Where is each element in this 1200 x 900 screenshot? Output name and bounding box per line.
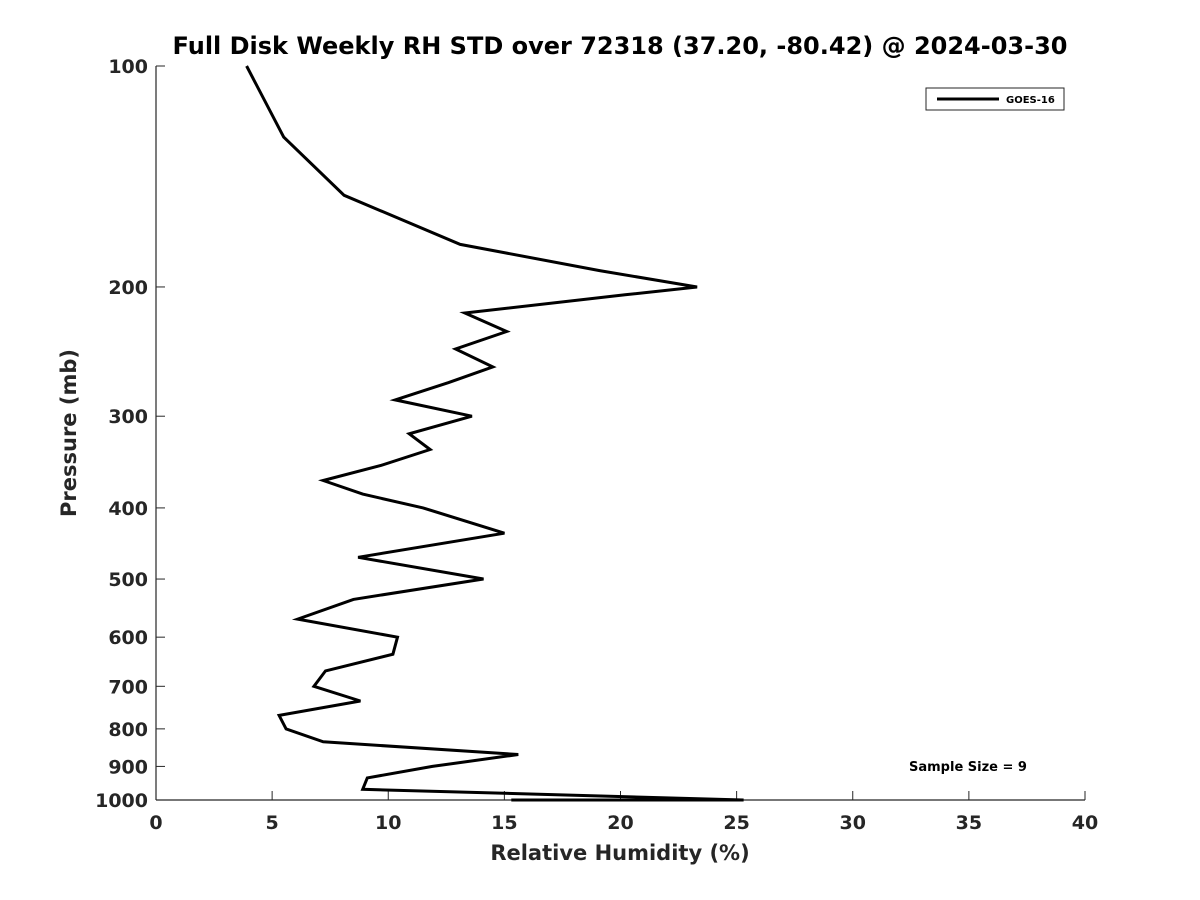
y-tick-label: 600 <box>108 627 148 649</box>
x-tick-label: 25 <box>723 812 749 834</box>
sample-size-annotation: Sample Size = 9 <box>909 760 1027 775</box>
x-tick-label: 20 <box>607 812 633 834</box>
y-tick-label: 500 <box>108 569 148 591</box>
x-tick-label: 30 <box>840 812 866 834</box>
y-tick-label: 700 <box>108 676 148 698</box>
x-tick-label: 5 <box>266 812 279 834</box>
legend-label-goes-16: GOES-16 <box>1006 95 1055 106</box>
x-tick-label: 10 <box>375 812 401 834</box>
y-tick-label: 100 <box>108 56 148 78</box>
y-tick-label: 800 <box>108 719 148 741</box>
x-tick-label: 0 <box>149 812 162 834</box>
legend: GOES-16 <box>925 87 1065 111</box>
chart-title: Full Disk Weekly RH STD over 72318 (37.2… <box>173 32 1068 60</box>
x-tick-label: 40 <box>1072 812 1098 834</box>
y-tick-label: 400 <box>108 498 148 520</box>
x-tick-label: 15 <box>491 812 517 834</box>
y-tick-label: 1000 <box>95 790 148 812</box>
y-tick-label: 300 <box>108 406 148 428</box>
series-layer <box>245 65 744 802</box>
x-tick-label: 35 <box>956 812 982 834</box>
y-tick-label: 200 <box>108 277 148 299</box>
y-axis-label: Pressure (mb) <box>57 349 81 517</box>
y-tick-label: 900 <box>108 756 148 778</box>
x-axis-label: Relative Humidity (%) <box>490 841 749 865</box>
x-axis-ticks: 0 5 10 15 20 25 30 35 40 <box>149 791 1098 834</box>
y-axis-ticks: 100 200 300 400 500 600 700 800 900 1000 <box>95 56 165 812</box>
plot-area <box>155 66 1085 801</box>
series-line-goes-16 <box>245 65 744 802</box>
